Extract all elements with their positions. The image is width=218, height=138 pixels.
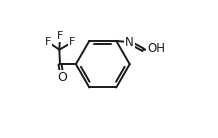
Text: F: F	[57, 31, 63, 41]
Text: OH: OH	[147, 42, 165, 55]
Text: F: F	[45, 37, 51, 47]
Text: N: N	[125, 36, 134, 49]
Text: F: F	[69, 37, 76, 47]
Text: O: O	[57, 71, 67, 84]
